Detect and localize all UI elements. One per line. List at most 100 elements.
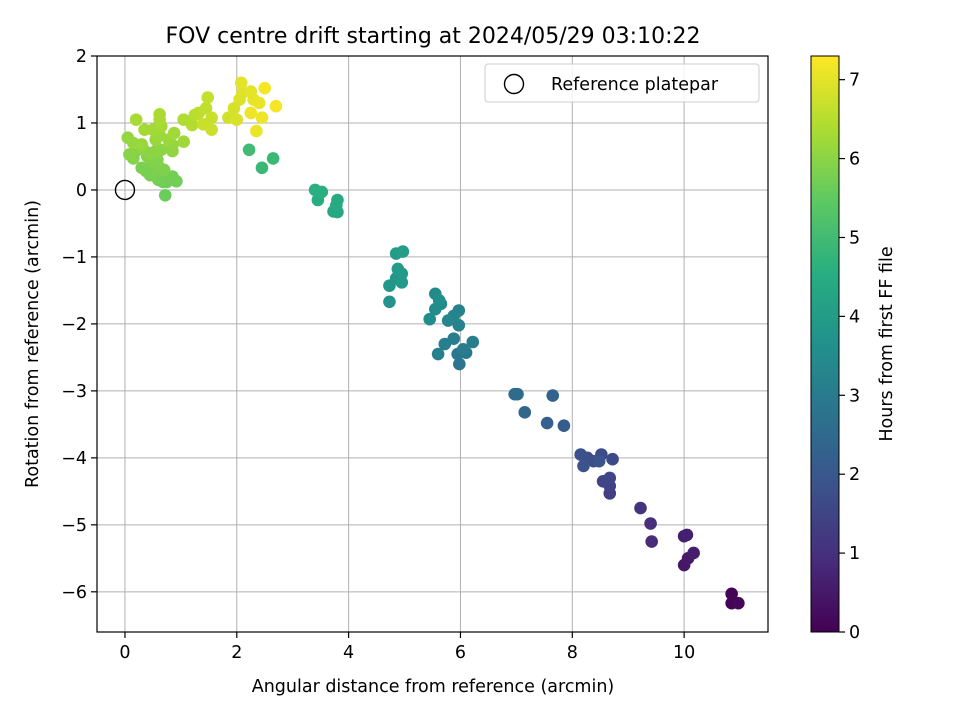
- data-point-94: [177, 135, 190, 149]
- data-point-121: [255, 111, 269, 124]
- data-point-120: [250, 124, 263, 138]
- data-point-31: [456, 343, 470, 356]
- data-point-109: [205, 111, 218, 124]
- data-point-9: [644, 517, 657, 530]
- data-points: [121, 76, 745, 610]
- x-tick-label-0: 0: [119, 643, 130, 663]
- data-point-99: [129, 113, 143, 126]
- x-tick-label-2: 4: [343, 643, 354, 663]
- data-point-32: [466, 335, 480, 349]
- data-point-7: [680, 528, 694, 542]
- colorbar: 0 1 2 3 4 5 6 7 Hours from first FF file: [810, 55, 897, 643]
- data-point-90: [135, 138, 149, 151]
- colorbar-tick-label-5: 5: [849, 228, 860, 248]
- data-point-101: [153, 107, 166, 121]
- data-point-20: [577, 459, 590, 473]
- data-point-85: [155, 143, 168, 157]
- x-axis-label: Angular distance from reference (arcmin): [252, 677, 615, 697]
- data-point-39: [441, 314, 455, 327]
- colorbar-tick-label-3: 3: [849, 386, 860, 406]
- colorbar-ticks: 0 1 2 3 4 5 6 7: [839, 71, 860, 643]
- data-point-63: [158, 189, 172, 202]
- y-axis-ticks: 2 1 0 −1 −2 −3 −4 −5 −6: [61, 47, 97, 603]
- data-point-75: [157, 163, 171, 177]
- legend-box: [484, 63, 760, 103]
- data-point-19: [574, 448, 587, 461]
- data-point-110: [205, 123, 218, 136]
- y-tick-label-4: −2: [61, 315, 87, 335]
- legend: Reference platepar: [484, 63, 760, 103]
- data-point-22: [557, 419, 571, 433]
- data-point-60: [255, 161, 269, 175]
- colorbar-gradient: [810, 55, 840, 633]
- data-point-5: [687, 546, 700, 560]
- y-axis-label: Rotation from reference (arcmin): [23, 200, 43, 488]
- reference-platepar-marker: [114, 179, 136, 201]
- data-point-2: [732, 596, 745, 610]
- data-point-106: [199, 101, 213, 115]
- y-tick-label-5: −3: [61, 382, 87, 402]
- data-point-43: [423, 312, 437, 326]
- data-point-25: [518, 406, 532, 419]
- plot-frame: [96, 55, 769, 633]
- x-tick-label-5: 10: [673, 643, 695, 663]
- data-point-36: [452, 318, 466, 332]
- y-tick-label-8: −6: [61, 583, 87, 603]
- colorbar-tick-label-6: 6: [849, 150, 860, 170]
- y-tick-label-1: 1: [76, 114, 87, 134]
- data-point-67: [166, 170, 179, 183]
- data-point-23: [540, 416, 554, 430]
- data-point-56: [331, 193, 344, 207]
- colorbar-tick-label-0: 0: [849, 623, 860, 643]
- x-tick-label-4: 8: [567, 643, 578, 663]
- colorbar-tick-label-4: 4: [849, 307, 860, 327]
- data-point-52: [396, 245, 410, 258]
- data-point-45: [383, 295, 396, 309]
- data-point-97: [138, 123, 151, 136]
- data-point-28: [453, 357, 466, 371]
- data-point-48: [395, 276, 409, 289]
- data-point-124: [269, 99, 283, 113]
- data-point-61: [266, 152, 280, 165]
- data-point-59: [308, 183, 322, 197]
- data-point-8: [645, 535, 658, 548]
- data-point-24: [546, 389, 560, 402]
- data-point-119: [252, 96, 266, 110]
- colorbar-tick-label-2: 2: [849, 465, 860, 485]
- x-tick-label-3: 6: [455, 643, 466, 663]
- data-point-44: [432, 294, 446, 307]
- data-point-116: [234, 76, 248, 90]
- colorbar-label: Hours from first FF file: [877, 246, 897, 441]
- colorbar-tick-label-7: 7: [849, 71, 860, 91]
- x-tick-label-1: 2: [231, 643, 242, 663]
- data-point-35: [431, 347, 445, 361]
- legend-marker-reference: [503, 73, 525, 95]
- data-point-15: [606, 452, 619, 466]
- data-point-122: [244, 106, 258, 120]
- data-point-14: [603, 471, 617, 485]
- data-point-95: [167, 126, 181, 140]
- data-point-0: [725, 587, 738, 601]
- data-point-34: [438, 337, 452, 351]
- data-point-50: [391, 262, 405, 276]
- y-tick-label-6: −4: [61, 449, 87, 469]
- y-tick-label-7: −5: [61, 516, 87, 536]
- data-point-10: [634, 501, 647, 515]
- y-tick-label-3: −1: [61, 248, 87, 268]
- data-point-113: [230, 113, 244, 126]
- x-axis-ticks: 0 2 4 6 8 10: [119, 632, 695, 663]
- data-point-72: [135, 161, 149, 175]
- colorbar-tick-label-1: 1: [849, 544, 860, 564]
- y-tick-label-2: 0: [76, 181, 87, 201]
- data-point-27: [511, 387, 524, 401]
- legend-label-reference: Reference platepar: [551, 75, 719, 95]
- data-point-103: [185, 118, 199, 132]
- grid-lines: [97, 55, 768, 632]
- data-point-62: [242, 143, 256, 157]
- chart-title: FOV centre drift starting at 2024/05/29 …: [166, 24, 701, 49]
- data-point-21: [592, 454, 606, 468]
- y-tick-label-0: 2: [76, 47, 87, 67]
- data-point-107: [201, 91, 215, 104]
- data-point-123: [258, 81, 272, 95]
